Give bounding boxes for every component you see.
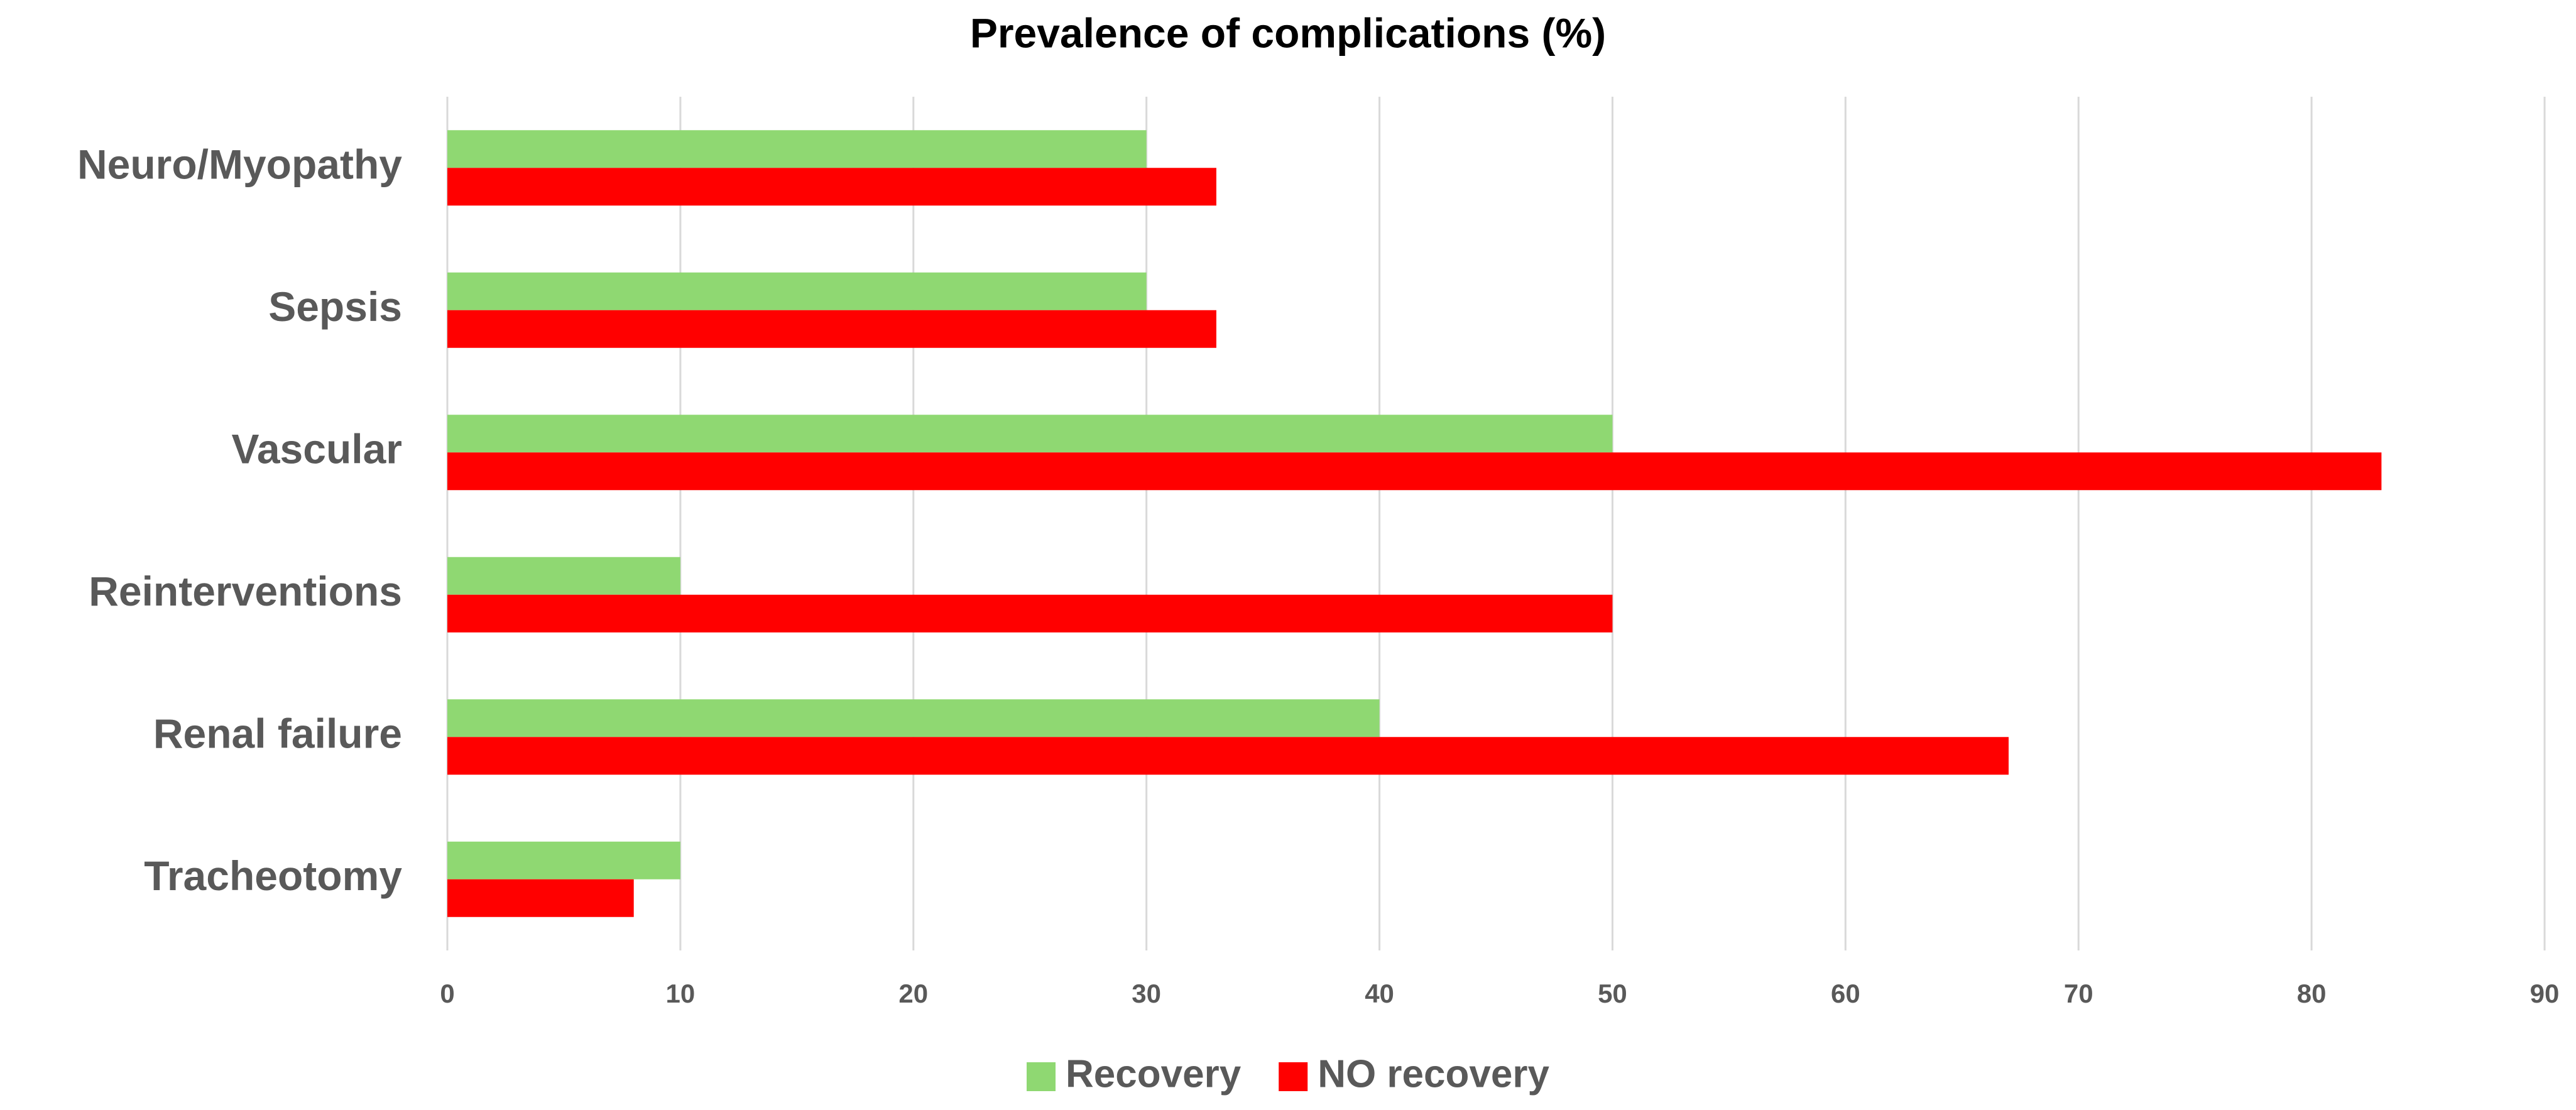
y-tick-label: Neuro/Myopathy [77,141,402,188]
grid: 0 10 20 30 40 50 60 70 80 90 [440,97,2559,1008]
bar [447,737,2009,775]
legend-swatch [1027,1062,1056,1091]
y-tick-label: Reinterventions [89,568,402,614]
bar [447,168,1216,206]
legend-label: NO recovery [1318,1052,1549,1096]
x-tick-label: 20 [898,979,928,1008]
bar [447,841,680,879]
bar [447,699,1380,737]
bar [447,452,2382,491]
bar [447,557,680,595]
bars: Neuro/Myopathy Sepsis Vascular Reinterventi… [77,130,2382,917]
x-tick-label: 70 [2064,979,2093,1008]
bar [447,594,1613,633]
x-tick-label: 10 [666,979,696,1008]
x-tick-label: 40 [1365,979,1394,1008]
legend-swatch [1279,1062,1308,1091]
legend: Recovery NO recovery [1027,1052,1549,1096]
x-tick-label: 50 [1598,979,1627,1008]
bar [447,130,1147,168]
x-tick-label: 80 [2297,979,2327,1008]
bar [447,415,1613,453]
bar [447,879,634,917]
x-tick-label: 30 [1132,979,1161,1008]
y-tick-label: Tracheotomy [144,852,402,899]
y-tick-label: Renal failure [153,710,402,757]
legend-label: Recovery [1066,1052,1242,1096]
x-tick-label: 0 [440,979,454,1008]
bar [447,272,1147,310]
x-tick-label: 60 [1831,979,1860,1008]
bar [447,310,1216,348]
chart-title: Prevalence of complications (%) [970,9,1606,56]
y-tick-label: Vascular [231,426,402,472]
y-tick-label: Sepsis [268,283,402,330]
x-tick-label: 90 [2530,979,2560,1008]
